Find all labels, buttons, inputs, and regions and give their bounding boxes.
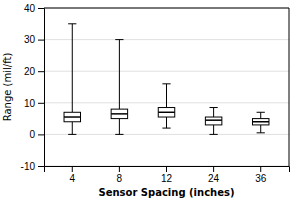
box: [111, 109, 127, 118]
box-group: [252, 112, 268, 133]
box: [64, 112, 80, 121]
box-group: [205, 108, 221, 135]
whisker-low: [119, 119, 120, 135]
x-tick-label: 8: [117, 173, 123, 184]
x-axis: 4 8 12 24 36: [45, 166, 290, 184]
whisker-high: [260, 112, 261, 118]
x-tick-label: 24: [208, 173, 220, 184]
y-tick: -10: [21, 161, 44, 172]
y-axis-title: Range (mil/ft): [2, 53, 13, 122]
y-tick: 10: [24, 98, 44, 109]
y-tick-mark: [38, 71, 44, 72]
cap-high: [68, 23, 76, 24]
cap-low: [209, 134, 217, 135]
cap-low: [257, 132, 265, 133]
cap-low: [162, 128, 170, 129]
grid-line: [44, 71, 289, 72]
frame-right: [289, 8, 290, 166]
whisker-high: [166, 84, 167, 108]
cap-high: [209, 107, 217, 108]
y-tick-label: 30: [24, 34, 36, 45]
chart: -10 0 10 20 30 40 4 8 12 24 36 Sensor Spacing (inch…: [0, 0, 299, 200]
cap-low: [68, 134, 76, 135]
y-tick: 20: [24, 66, 44, 77]
grid-line: [44, 39, 289, 40]
x-axis-title: Sensor Spacing (inches): [98, 187, 234, 198]
frame-top: [44, 8, 289, 9]
y-tick: 40: [24, 3, 44, 14]
x-tick: 12: [161, 166, 173, 184]
whisker-low: [166, 117, 167, 128]
y-tick-label: 10: [24, 98, 36, 109]
whisker-low: [260, 125, 261, 133]
x-tick: 8: [117, 166, 123, 184]
x-tick: 4: [69, 166, 75, 184]
x-tick: 24: [208, 166, 220, 184]
x-tick: 36: [255, 166, 267, 184]
x-tick-mark: [72, 166, 73, 172]
y-tick-mark: [38, 40, 44, 41]
median: [205, 119, 221, 121]
y-tick-mark: [38, 103, 44, 104]
y-tick-label: 0: [29, 129, 35, 140]
cap-high: [115, 39, 123, 40]
x-axis-line: [45, 167, 290, 173]
x-tick-label: 36: [255, 173, 267, 184]
grid-line: [44, 134, 289, 135]
x-tick-label: 12: [161, 173, 173, 184]
box-group: [158, 84, 174, 128]
cap-low: [115, 134, 123, 135]
y-tick: 0: [29, 129, 44, 140]
x-tick-label: 4: [69, 173, 75, 184]
median: [111, 113, 127, 115]
y-tick: 30: [24, 34, 44, 45]
boxes: [64, 24, 269, 135]
x-tick-mark: [166, 166, 167, 172]
cap-high: [257, 112, 265, 113]
y-tick-mark: [38, 8, 44, 9]
y-tick-mark: [38, 166, 44, 167]
median: [158, 112, 174, 114]
grid: [44, 8, 289, 166]
box: [205, 117, 221, 125]
x-tick-mark: [260, 166, 261, 172]
whisker-high: [72, 24, 73, 112]
whisker-high: [119, 40, 120, 110]
x-tick-mark: [213, 166, 214, 172]
box-group: [111, 40, 127, 135]
y-axis-line: [38, 9, 45, 167]
grid-line: [44, 8, 289, 9]
y-tick-label: 20: [24, 66, 36, 77]
y-tick-label: -10: [21, 161, 36, 172]
median: [64, 116, 80, 118]
median: [252, 121, 268, 123]
cap-high: [162, 83, 170, 84]
plot: -10 0 10 20 30 40 4 8 12 24 36: [21, 3, 290, 184]
y-tick-mark: [38, 134, 44, 135]
y-tick-label: 40: [24, 3, 36, 14]
whisker-low: [72, 122, 73, 135]
y-axis: -10 0 10 20 30 40: [21, 3, 45, 172]
whisker-low: [213, 125, 214, 134]
box: [158, 108, 174, 117]
box: [252, 119, 268, 125]
whisker-high: [213, 108, 214, 117]
box-group: [64, 24, 80, 135]
x-tick-mark: [119, 166, 120, 172]
